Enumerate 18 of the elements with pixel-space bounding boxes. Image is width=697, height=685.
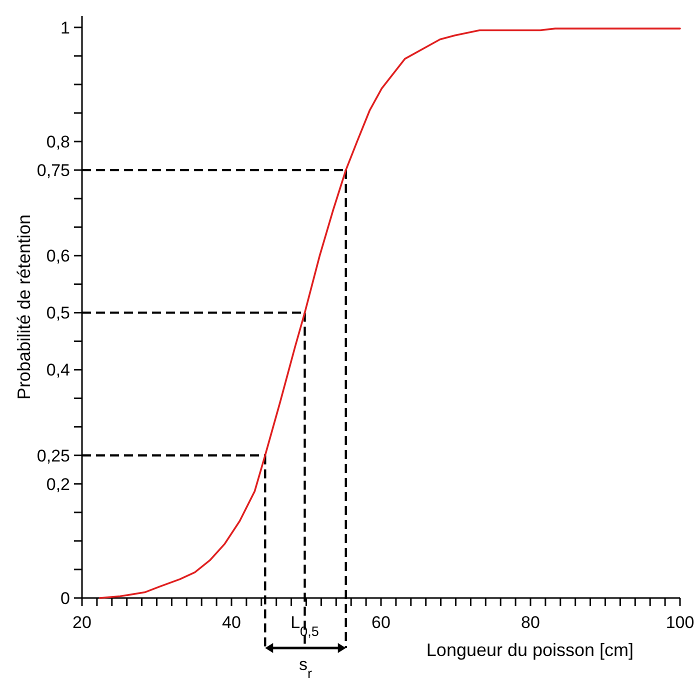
x-tick-label: 40 bbox=[222, 613, 241, 632]
x-tick-label: 100 bbox=[666, 613, 694, 632]
y-tick-label: 0,6 bbox=[46, 246, 70, 266]
x-tick-label: 60 bbox=[372, 613, 390, 632]
x-tick-label: 20 bbox=[72, 613, 92, 632]
x-tick-label: 80 bbox=[521, 613, 540, 632]
y-tick-label: 0,5 bbox=[46, 304, 70, 323]
y-tick-label: 0,2 bbox=[46, 474, 70, 494]
line-series bbox=[99, 28, 681, 599]
y-tick-label: 0,4 bbox=[46, 360, 70, 380]
x-axis-title: Longueur du poisson [cm] bbox=[426, 640, 634, 660]
y-axis-title: Probabilité de rétention bbox=[14, 214, 34, 400]
y-tick-label: 0,75 bbox=[36, 161, 70, 180]
text: s$_{r}$ bbox=[298, 655, 312, 680]
y-tick-label: 0,8 bbox=[46, 132, 70, 152]
y-tick-label: 1 bbox=[60, 18, 70, 38]
y-tick-label: 0 bbox=[60, 588, 70, 608]
y-tick-label: 0,25 bbox=[36, 446, 70, 466]
